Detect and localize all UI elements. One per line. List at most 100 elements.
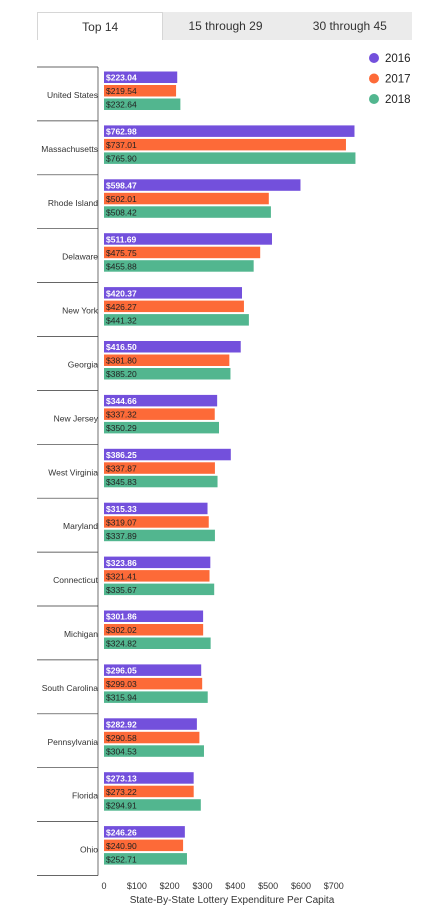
- bar-2016: [104, 394, 218, 407]
- bar-value-label: $246.26: [106, 827, 137, 837]
- bar-2018: [104, 314, 249, 326]
- bar-value-label: $416.50: [106, 342, 137, 352]
- bar-value-label: $315.94: [106, 693, 137, 703]
- bar-value-label: $426.27: [106, 302, 137, 312]
- x-tick-label: $400: [225, 881, 245, 891]
- legend-label: 2016: [385, 53, 411, 65]
- bar-2016: [104, 125, 355, 137]
- legend-label: 2018: [385, 94, 411, 106]
- bar-2018: [104, 745, 204, 757]
- bar-2017: [104, 462, 215, 474]
- category-label: Rhode Island: [48, 198, 98, 208]
- category-label: United States: [47, 90, 98, 100]
- x-tick-label: 0: [101, 881, 106, 891]
- bar-value-label: $223.04: [106, 73, 137, 83]
- bar-2018: [104, 421, 220, 434]
- bar-2017: [104, 839, 184, 852]
- bar-2016: [104, 502, 208, 515]
- bar-value-label: $598.47: [106, 181, 137, 191]
- bar-value-label: $350.29: [106, 423, 137, 433]
- bar-2016: [104, 341, 241, 353]
- category-label: Georgia: [68, 359, 99, 369]
- bar-value-label: $240.90: [106, 841, 137, 851]
- bar-2017: [104, 192, 269, 205]
- bar-value-label: $345.83: [106, 477, 137, 487]
- bar-value-label: $337.87: [106, 464, 137, 474]
- bar-value-label: $324.82: [106, 639, 137, 649]
- bar-2017: [104, 138, 346, 151]
- bar-2017: [104, 85, 177, 97]
- bar-value-label: $321.41: [106, 571, 137, 581]
- x-tick-label: $500: [258, 881, 278, 891]
- tab-30-through-45[interactable]: 30 through 45: [312, 19, 387, 33]
- bar-2017: [104, 785, 194, 798]
- legend-label: 2017: [385, 74, 411, 86]
- bar-2017: [104, 354, 230, 366]
- category-label: Massachusetts: [41, 144, 98, 154]
- bar-2018: [104, 583, 215, 596]
- bar-2018: [104, 206, 271, 218]
- bar-2018: [104, 853, 187, 865]
- bar-value-label: $273.22: [106, 787, 137, 797]
- bar-value-label: $335.67: [106, 585, 137, 595]
- x-tick-label: $600: [291, 881, 311, 891]
- bar-value-label: $232.64: [106, 100, 137, 110]
- bar-2017: [104, 677, 203, 690]
- bar-2017: [104, 516, 209, 528]
- category-label: New Jersey: [54, 413, 99, 423]
- bar-value-label: $282.92: [106, 720, 137, 730]
- bar-value-label: $475.75: [106, 248, 137, 258]
- bar-value-label: $502.01: [106, 194, 137, 204]
- x-tick-label: $200: [160, 881, 180, 891]
- category-label: Pennsylvania: [47, 737, 98, 747]
- bar-2017: [104, 300, 244, 313]
- bar-value-label: $337.89: [106, 531, 137, 541]
- bar-2016: [104, 664, 202, 676]
- legend-swatch-2018: [369, 94, 379, 104]
- bar-value-label: $762.98: [106, 127, 137, 137]
- bar-2016: [104, 556, 211, 569]
- category-label: Delaware: [62, 252, 98, 262]
- bar-value-label: $315.33: [106, 504, 137, 514]
- bar-2018: [104, 475, 218, 488]
- bar-2016: [104, 287, 243, 299]
- bar-value-label: $323.86: [106, 558, 137, 568]
- bar-2018: [104, 368, 231, 380]
- bar-2018: [104, 260, 254, 272]
- bar-2017: [104, 408, 215, 420]
- bar-value-label: $296.05: [106, 666, 137, 676]
- bar-2018: [104, 152, 356, 164]
- tab-15-through-29[interactable]: 15 through 29: [188, 19, 263, 33]
- bar-value-label: $765.90: [106, 154, 137, 164]
- bar-2016: [104, 179, 301, 191]
- bar-value-label: $304.53: [106, 747, 137, 757]
- bar-value-label: $294.91: [106, 800, 137, 810]
- tab-top-14[interactable]: Top 14: [37, 12, 164, 40]
- bar-value-label: $337.32: [106, 410, 137, 420]
- bar-2016: [104, 610, 204, 622]
- bar-value-label: $290.58: [106, 733, 137, 743]
- legend-swatch-2017: [369, 73, 379, 84]
- bar-2016: [104, 233, 272, 245]
- bar-value-label: $385.20: [106, 369, 137, 379]
- bar-value-label: $508.42: [106, 208, 137, 218]
- bar-2018: [104, 637, 211, 649]
- bar-value-label: $386.25: [106, 450, 137, 460]
- bar-value-label: $319.07: [106, 517, 137, 527]
- bar-value-label: $302.02: [106, 625, 137, 635]
- category-label: South Carolina: [42, 683, 99, 693]
- x-tick-label: $300: [192, 881, 212, 891]
- bar-2018: [104, 98, 181, 110]
- bar-value-label: $420.37: [106, 288, 137, 298]
- bar-2018: [104, 529, 215, 542]
- bar-value-label: $455.88: [106, 261, 137, 271]
- bar-2016: [104, 71, 178, 83]
- bar-value-label: $301.86: [106, 612, 137, 622]
- bar-value-label: $511.69: [106, 234, 137, 244]
- bar-2016: [104, 718, 197, 730]
- category-label: Maryland: [63, 521, 98, 531]
- category-label: Florida: [72, 791, 98, 801]
- category-label: Ohio: [80, 845, 98, 855]
- bar-value-label: $252.71: [106, 854, 137, 864]
